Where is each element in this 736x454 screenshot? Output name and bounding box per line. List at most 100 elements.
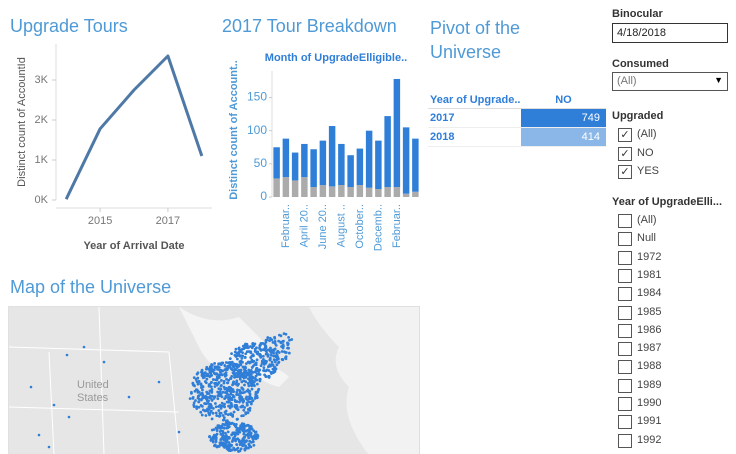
- map-point: [207, 396, 211, 399]
- checkbox-label[interactable]: 1985: [637, 305, 662, 318]
- map-point: [177, 430, 181, 434]
- checkbox-label[interactable]: (All): [637, 128, 657, 140]
- map-point: [262, 369, 265, 372]
- map-point: [202, 396, 206, 399]
- map-point: [269, 353, 273, 357]
- pivot-row[interactable]: 2018 414: [428, 128, 606, 147]
- map-point: [218, 394, 222, 398]
- map-point: [249, 434, 253, 437]
- map-point: [232, 371, 236, 374]
- map[interactable]: United States: [8, 306, 420, 454]
- checkbox-label[interactable]: 1987: [637, 342, 662, 355]
- map-point: [222, 416, 226, 419]
- map-point: [250, 396, 254, 400]
- checkbox[interactable]: [618, 342, 632, 357]
- date-input[interactable]: 4/18/2018: [612, 23, 728, 43]
- checkbox-label[interactable]: (All): [637, 214, 657, 226]
- map-point: [239, 424, 243, 428]
- map-point: [229, 388, 232, 392]
- map-point: [248, 426, 251, 430]
- map-point: [196, 382, 200, 386]
- map-point: [249, 431, 253, 435]
- map-point: [238, 391, 242, 395]
- map-point: [241, 354, 245, 358]
- checkbox[interactable]: [618, 214, 632, 228]
- map-point: [232, 362, 236, 366]
- checkbox-label[interactable]: 1986: [637, 323, 662, 336]
- map-point: [233, 398, 237, 402]
- map-point: [214, 405, 218, 409]
- bar-segment: [375, 140, 382, 190]
- map-title: Map of the Universe: [10, 277, 172, 297]
- checkbox-label[interactable]: 1972: [637, 250, 662, 263]
- checkbox-label[interactable]: 1984: [637, 287, 662, 300]
- checkbox[interactable]: [618, 287, 632, 302]
- map-point: [221, 373, 224, 377]
- map-point: [203, 371, 207, 375]
- checkbox[interactable]: [618, 360, 632, 375]
- checkbox-label[interactable]: NO: [637, 146, 654, 159]
- map-point: [211, 378, 215, 381]
- checkbox-label[interactable]: Null: [637, 232, 656, 245]
- map-point: [290, 338, 294, 341]
- checkbox-label[interactable]: 1992: [637, 433, 662, 446]
- checkbox-label[interactable]: 1990: [637, 397, 662, 409]
- map-point: [239, 447, 243, 451]
- dropdown[interactable]: (All) ▼: [612, 72, 728, 91]
- checkbox[interactable]: [618, 397, 632, 411]
- map-point: [277, 351, 281, 354]
- map-point: [197, 397, 201, 401]
- map-point: [197, 405, 201, 409]
- checkbox-label[interactable]: 1991: [637, 415, 662, 428]
- checkbox-label[interactable]: YES: [637, 165, 660, 177]
- map-point: [274, 355, 278, 359]
- checkbox[interactable]: ✓: [618, 128, 632, 142]
- map-point: [229, 362, 233, 366]
- map-point: [256, 434, 260, 438]
- map-point: [251, 370, 255, 374]
- map-point: [241, 351, 244, 355]
- map-point: [225, 426, 229, 430]
- checkbox-label[interactable]: 1988: [637, 360, 662, 373]
- map-point: [201, 376, 205, 380]
- map-point: [205, 399, 209, 403]
- map-point: [252, 359, 256, 363]
- map-point: [242, 432, 246, 436]
- map-point: [214, 402, 217, 405]
- checkbox[interactable]: [618, 305, 632, 320]
- filter-label: Year of UpgradeElli...: [612, 196, 723, 208]
- map-point: [65, 353, 69, 357]
- map-point: [238, 354, 242, 358]
- charts: 0K 1K 2K 3K 2015 2017 Year of Arrival Date Dist…: [16, 44, 419, 252]
- map-point: [235, 390, 239, 394]
- map-point: [268, 339, 271, 343]
- checkbox[interactable]: [618, 323, 632, 338]
- map-point: [219, 379, 223, 382]
- map-point: [216, 375, 220, 379]
- dropdown-value: (All): [617, 75, 637, 87]
- checkbox[interactable]: [618, 268, 632, 283]
- map-point: [215, 426, 219, 430]
- checkbox-label[interactable]: 1989: [637, 378, 662, 391]
- checkbox[interactable]: [618, 378, 632, 393]
- checkbox[interactable]: [618, 250, 632, 265]
- checkbox-label[interactable]: 1981: [637, 268, 662, 281]
- map-point: [194, 377, 198, 381]
- map-point: [260, 361, 264, 365]
- map-point: [234, 372, 238, 375]
- checkbox[interactable]: ✓: [618, 146, 632, 161]
- bar-segment: [328, 186, 336, 197]
- map-point: [201, 404, 204, 408]
- checkbox[interactable]: [618, 433, 632, 448]
- pivot-row[interactable]: 2017 749: [428, 109, 606, 128]
- map-point: [251, 437, 255, 440]
- map-point: [248, 439, 252, 443]
- checkbox[interactable]: [618, 415, 632, 430]
- map-point: [242, 430, 246, 434]
- map-point: [224, 445, 228, 449]
- map-point: [263, 361, 267, 365]
- checkbox[interactable]: [618, 232, 632, 247]
- pivot-title: Pivot of the Universe: [430, 18, 521, 62]
- checkbox[interactable]: ✓: [618, 165, 632, 179]
- map-point: [254, 374, 258, 378]
